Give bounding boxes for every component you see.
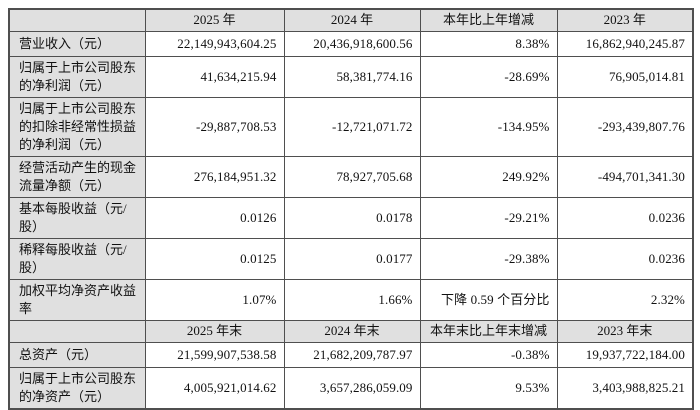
- value-cell: -134.95%: [419, 96, 558, 157]
- row-label-cell: 加权平均净资产收益率: [8, 278, 146, 321]
- value-cell: 0.0236: [556, 237, 694, 280]
- value-cell: 下降 0.59 个百分比: [419, 278, 558, 321]
- row-label-cell: 稀释每股收益（元/股）: [8, 237, 146, 280]
- value-cell: 19,937,722,184.00: [556, 341, 694, 368]
- value-cell: -28.69%: [419, 55, 558, 98]
- value-cell: -29.21%: [419, 196, 558, 239]
- value-cell: 249.92%: [419, 155, 558, 198]
- value-cell: 1.66%: [283, 278, 421, 321]
- value-cell: 2.32%: [556, 278, 694, 321]
- value-cell: -494,701,341.30: [556, 155, 694, 198]
- value-cell: 22,149,943,604.25: [144, 30, 285, 57]
- table-row-basic-eps: 基本每股收益（元/股） 0.0126 0.0178 -29.21% 0.0236: [8, 196, 694, 239]
- value-cell: 21,682,209,787.97: [283, 341, 421, 368]
- header-cell-2024: 2024 年: [283, 8, 421, 32]
- header-row-year-end: 2025 年末 2024 年末 本年末比上年末增减 2023 年末: [8, 319, 694, 343]
- row-label-cell: 归属于上市公司股东的扣除非经常性损益的净利润（元）: [8, 96, 146, 157]
- value-cell: 41,634,215.94: [144, 55, 285, 98]
- table-row-net-profit: 归属于上市公司股东的净利润（元） 41,634,215.94 58,381,77…: [8, 55, 694, 98]
- value-cell: 0.0178: [283, 196, 421, 239]
- financial-summary-table: 2025 年 2024 年 本年比上年增减 2023 年 营业收入（元） 22,…: [8, 8, 694, 410]
- value-cell: 276,184,951.32: [144, 155, 285, 198]
- header-cell-2024-end: 2024 年末: [283, 319, 421, 343]
- value-cell: 20,436,918,600.56: [283, 30, 421, 57]
- value-cell: 78,927,705.68: [283, 155, 421, 198]
- row-label-cell: 归属于上市公司股东的净资产（元）: [8, 366, 146, 409]
- header-cell-yoy-end-change: 本年末比上年末增减: [419, 319, 558, 343]
- row-label-cell: 归属于上市公司股东的净利润（元）: [8, 55, 146, 98]
- header-cell-blank: [8, 8, 146, 32]
- header-cell-yoy-change: 本年比上年增减: [419, 8, 558, 32]
- value-cell: 1.07%: [144, 278, 285, 321]
- table-row-net-profit-excl-nonrecurring: 归属于上市公司股东的扣除非经常性损益的净利润（元） -29,887,708.53…: [8, 96, 694, 157]
- value-cell: -0.38%: [419, 341, 558, 368]
- table-row-total-assets: 总资产（元） 21,599,907,538.58 21,682,209,787.…: [8, 341, 694, 368]
- header-cell-blank: [8, 319, 146, 343]
- value-cell: 0.0125: [144, 237, 285, 280]
- header-cell-2023: 2023 年: [556, 8, 694, 32]
- header-cell-2025-end: 2025 年末: [144, 319, 285, 343]
- value-cell: -293,439,807.76: [556, 96, 694, 157]
- table-row-diluted-eps: 稀释每股收益（元/股） 0.0125 0.0177 -29.38% 0.0236: [8, 237, 694, 280]
- value-cell: -12,721,071.72: [283, 96, 421, 157]
- value-cell: 8.38%: [419, 30, 558, 57]
- header-row-annual: 2025 年 2024 年 本年比上年增减 2023 年: [8, 8, 694, 32]
- value-cell: 9.53%: [419, 366, 558, 409]
- header-cell-2023-end: 2023 年末: [556, 319, 694, 343]
- header-cell-2025: 2025 年: [144, 8, 285, 32]
- value-cell: -29.38%: [419, 237, 558, 280]
- value-cell: 0.0126: [144, 196, 285, 239]
- row-label-cell: 总资产（元）: [8, 341, 146, 368]
- value-cell: -29,887,708.53: [144, 96, 285, 157]
- row-label-cell: 经营活动产生的现金流量净额（元）: [8, 155, 146, 198]
- value-cell: 76,905,014.81: [556, 55, 694, 98]
- value-cell: 3,657,286,059.09: [283, 366, 421, 409]
- table-row-net-assets: 归属于上市公司股东的净资产（元） 4,005,921,014.62 3,657,…: [8, 366, 694, 409]
- value-cell: 16,862,940,245.87: [556, 30, 694, 57]
- value-cell: 58,381,774.16: [283, 55, 421, 98]
- value-cell: 0.0236: [556, 196, 694, 239]
- table-row-revenue: 营业收入（元） 22,149,943,604.25 20,436,918,600…: [8, 30, 694, 57]
- row-label-cell: 基本每股收益（元/股）: [8, 196, 146, 239]
- row-label-cell: 营业收入（元）: [8, 30, 146, 57]
- value-cell: 4,005,921,014.62: [144, 366, 285, 409]
- financial-summary: 2025 年 2024 年 本年比上年增减 2023 年 营业收入（元） 22,…: [8, 8, 694, 410]
- table-row-weighted-avg-roe: 加权平均净资产收益率 1.07% 1.66% 下降 0.59 个百分比 2.32…: [8, 278, 694, 321]
- value-cell: 21,599,907,538.58: [144, 341, 285, 368]
- value-cell: 3,403,988,825.21: [556, 366, 694, 409]
- value-cell: 0.0177: [283, 237, 421, 280]
- table-row-operating-cash-flow: 经营活动产生的现金流量净额（元） 276,184,951.32 78,927,7…: [8, 155, 694, 198]
